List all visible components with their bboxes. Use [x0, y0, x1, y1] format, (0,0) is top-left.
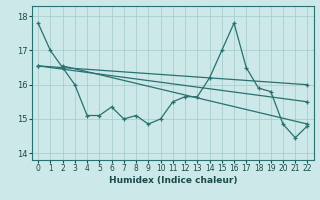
X-axis label: Humidex (Indice chaleur): Humidex (Indice chaleur) [108, 176, 237, 185]
